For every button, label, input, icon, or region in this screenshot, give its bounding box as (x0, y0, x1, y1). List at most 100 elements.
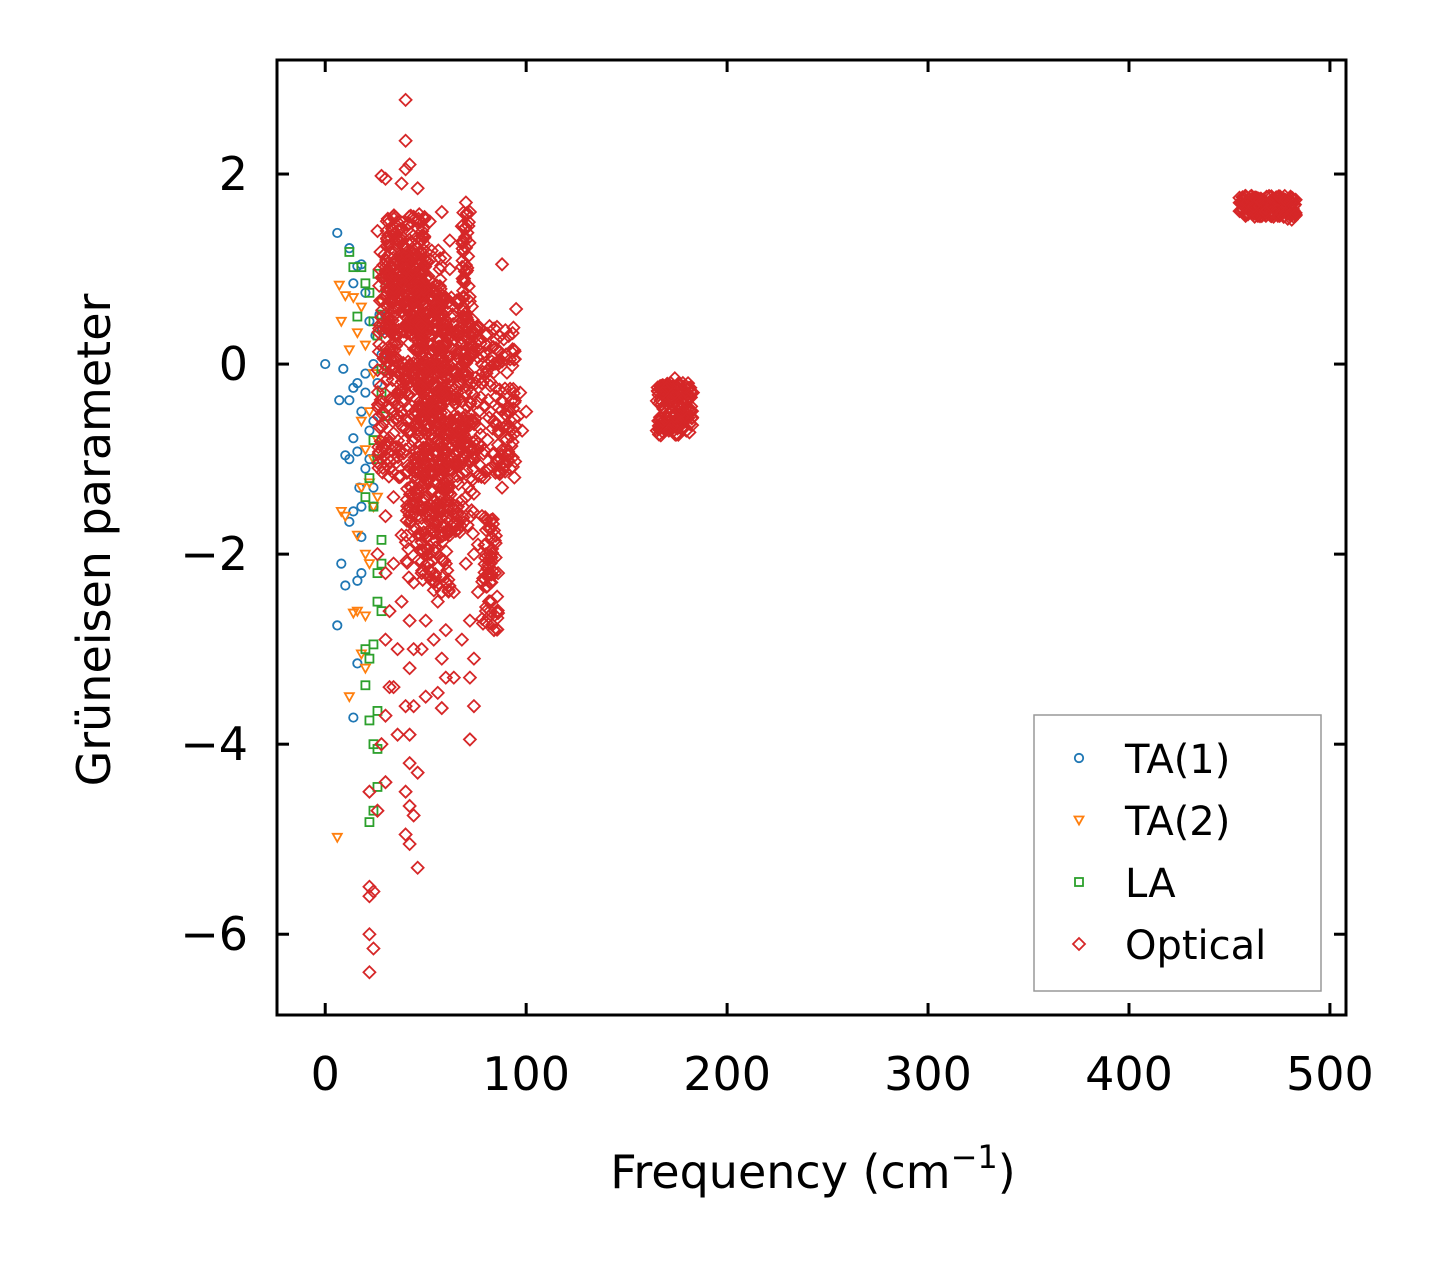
point-optical (378, 318, 393, 334)
point-optical (478, 328, 494, 343)
point-optical (494, 394, 510, 410)
point-ta-1 (348, 506, 359, 517)
point-optical (394, 527, 409, 543)
point-ta-2 (371, 492, 384, 504)
point-optical (410, 765, 425, 780)
point-optical (398, 133, 413, 149)
point-optical (499, 408, 514, 423)
point-optical (462, 613, 478, 628)
point-optical (402, 755, 417, 771)
point-optical (451, 368, 466, 384)
point-optical (430, 339, 446, 355)
point-ta-2 (359, 549, 372, 561)
point-optical (446, 584, 462, 600)
point-optical (390, 328, 405, 343)
x-tick-label: 500 (1286, 1047, 1374, 1101)
point-optical (457, 229, 473, 245)
point-optical (478, 337, 494, 353)
point-optical (362, 888, 377, 904)
point-optical (442, 527, 458, 543)
point-optical (455, 234, 471, 249)
point-optical (370, 223, 385, 239)
point-optical (442, 457, 458, 473)
point-optical (373, 392, 389, 408)
point-optical (407, 373, 422, 388)
point-optical (414, 347, 429, 362)
point-optical (466, 504, 481, 520)
point-ta-1 (332, 620, 343, 631)
point-optical (456, 290, 471, 306)
point-optical (446, 366, 462, 381)
point-optical (466, 546, 482, 562)
legend: TA(1) TA(2) LA Optical (1033, 714, 1322, 992)
x-axis-label-superscript: −1 (951, 1138, 998, 1176)
point-optical (409, 284, 424, 299)
point-optical (429, 579, 445, 594)
point-ta-1 (356, 501, 367, 512)
point-optical (379, 263, 394, 279)
point-optical (428, 569, 443, 585)
point-optical (422, 508, 437, 524)
point-la (376, 534, 387, 545)
point-optical (475, 349, 491, 364)
point-optical (398, 92, 413, 108)
point-optical (442, 233, 458, 248)
point-optical (382, 461, 397, 476)
point-optical (437, 425, 452, 441)
point-optical (414, 446, 430, 462)
point-optical (371, 444, 387, 460)
point-optical (500, 444, 516, 459)
point-optical (402, 727, 417, 742)
point-ta-1 (320, 358, 331, 370)
point-optical (371, 419, 387, 435)
point-la (344, 247, 355, 257)
point-optical (655, 385, 671, 400)
y-tick-label: 0 (219, 337, 248, 391)
legend-label-la: LA (1125, 861, 1176, 907)
point-optical (499, 432, 515, 447)
point-la (372, 782, 383, 792)
point-optical (374, 419, 390, 434)
point-optical (489, 589, 505, 604)
x-axis-label-main: Frequency (cm (610, 1145, 950, 1199)
point-optical (410, 299, 425, 315)
point-ta-1 (364, 425, 375, 436)
point-optical (402, 460, 417, 475)
point-optical (379, 238, 395, 253)
point-optical (435, 358, 451, 373)
point-optical (421, 556, 437, 571)
x-tick-label: 400 (1085, 1047, 1173, 1101)
point-optical (508, 301, 524, 317)
point-ta-2 (359, 611, 372, 623)
legend-markers (1071, 752, 1087, 952)
point-optical (474, 375, 490, 391)
point-optical (414, 318, 429, 334)
point-optical (418, 689, 433, 704)
point-optical (381, 469, 397, 484)
point-optical (450, 423, 466, 438)
point-optical (418, 442, 433, 457)
point-ta-1 (348, 278, 359, 289)
point-optical (490, 603, 505, 618)
point-optical (415, 543, 431, 558)
point-optical (382, 238, 397, 253)
point-optical (386, 679, 401, 695)
point-optical (458, 257, 474, 273)
point-optical (377, 247, 392, 262)
point-optical (437, 394, 453, 409)
point-optical (434, 651, 450, 666)
point-la (376, 558, 387, 569)
point-optical (434, 700, 450, 716)
point-optical (470, 350, 486, 365)
point-optical (385, 295, 401, 311)
point-optical (401, 387, 417, 403)
point-ta-2 (363, 478, 376, 490)
x-tick-label: 0 (311, 1047, 340, 1101)
point-optical (502, 352, 518, 367)
point-optical (460, 260, 475, 276)
point-optical (438, 290, 454, 305)
point-optical (661, 399, 677, 415)
point-optical (440, 493, 456, 508)
point-optical (465, 526, 481, 541)
point-optical (491, 353, 506, 369)
